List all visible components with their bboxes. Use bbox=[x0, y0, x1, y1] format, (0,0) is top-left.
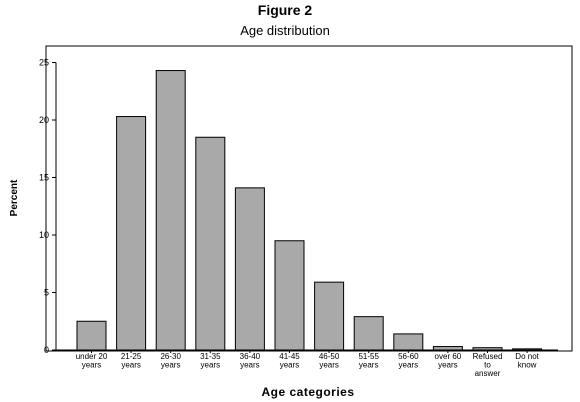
bar bbox=[274, 240, 305, 351]
x-tick-label-line: 31-35 bbox=[200, 352, 221, 361]
x-tick-label-line: Do not bbox=[515, 352, 539, 361]
y-tick-label: 25 bbox=[39, 58, 49, 68]
bar bbox=[234, 187, 265, 351]
y-tick-label: 15 bbox=[39, 173, 49, 183]
x-tick-label-line: know bbox=[518, 361, 537, 370]
bar bbox=[116, 116, 147, 351]
bar bbox=[432, 346, 463, 351]
x-tick-label-line: years bbox=[201, 361, 221, 370]
bar bbox=[195, 136, 226, 351]
x-tick-label-line: to bbox=[484, 361, 491, 370]
y-tick-label: 5 bbox=[44, 288, 49, 298]
x-tick-label-line: years bbox=[438, 361, 458, 370]
x-tick-label: Do not know bbox=[515, 352, 539, 370]
bar bbox=[76, 320, 107, 351]
x-tick-label-line: years bbox=[161, 361, 181, 370]
y-tick-label: 10 bbox=[39, 230, 49, 240]
x-tick-label: 21-25 years bbox=[121, 352, 142, 370]
bar bbox=[314, 281, 345, 351]
x-tick-label: 36-40 years bbox=[240, 352, 261, 370]
x-tick-label-line: years bbox=[399, 361, 419, 370]
x-tick-label-line: 36-40 bbox=[240, 352, 261, 361]
x-tick-label-line: years bbox=[82, 361, 102, 370]
bar bbox=[393, 333, 424, 351]
y-axis: 0 5 10 15 20 25 bbox=[39, 58, 57, 355]
x-tick-label-line: Refused bbox=[473, 352, 503, 361]
x-tick-label: under 20 years bbox=[76, 352, 108, 370]
chart-title: Figure 2 bbox=[258, 2, 313, 18]
x-tick-label: 51-55 years bbox=[358, 352, 379, 370]
x-tick-label-line: 26-30 bbox=[160, 352, 181, 361]
y-axis-title: Percent bbox=[9, 179, 20, 216]
x-tick-label-line: years bbox=[121, 361, 141, 370]
y-tick-label: 0 bbox=[44, 345, 49, 355]
x-tick-label: over 60 years bbox=[435, 352, 462, 370]
x-tick-label-line: answer bbox=[475, 369, 501, 378]
x-tick-label-line: over 60 bbox=[435, 352, 462, 361]
x-tick-label-line: 51-55 bbox=[358, 352, 379, 361]
chart-subtitle: Age distribution bbox=[240, 23, 330, 38]
plot-frame bbox=[45, 45, 573, 352]
x-tick-label: 56-60 years bbox=[398, 352, 419, 370]
x-tick-label-line: years bbox=[319, 361, 339, 370]
bar bbox=[353, 316, 384, 351]
x-tick-label-line: 46-50 bbox=[319, 352, 340, 361]
x-tick-label-line: 41-45 bbox=[279, 352, 300, 361]
x-tick-label-line: 56-60 bbox=[398, 352, 419, 361]
x-tick-label: 46-50 years bbox=[319, 352, 340, 370]
x-tick-label-line: years bbox=[240, 361, 260, 370]
x-tick-label-line: years bbox=[280, 361, 300, 370]
bar bbox=[155, 70, 186, 351]
bars-group bbox=[76, 70, 543, 351]
x-tick-label-line: years bbox=[359, 361, 379, 370]
x-tick-label-line: 21-25 bbox=[121, 352, 142, 361]
x-tick-label: 31-35 years bbox=[200, 352, 221, 370]
y-tick-label: 20 bbox=[39, 115, 49, 125]
x-tick-label: 41-45 years bbox=[279, 352, 300, 370]
x-tick-label: 26-30 years bbox=[160, 352, 181, 370]
x-axis-title: Age categories bbox=[261, 385, 354, 399]
x-tick-label-line: under 20 bbox=[76, 352, 108, 361]
x-tick-label: Refused to answer bbox=[473, 352, 503, 378]
